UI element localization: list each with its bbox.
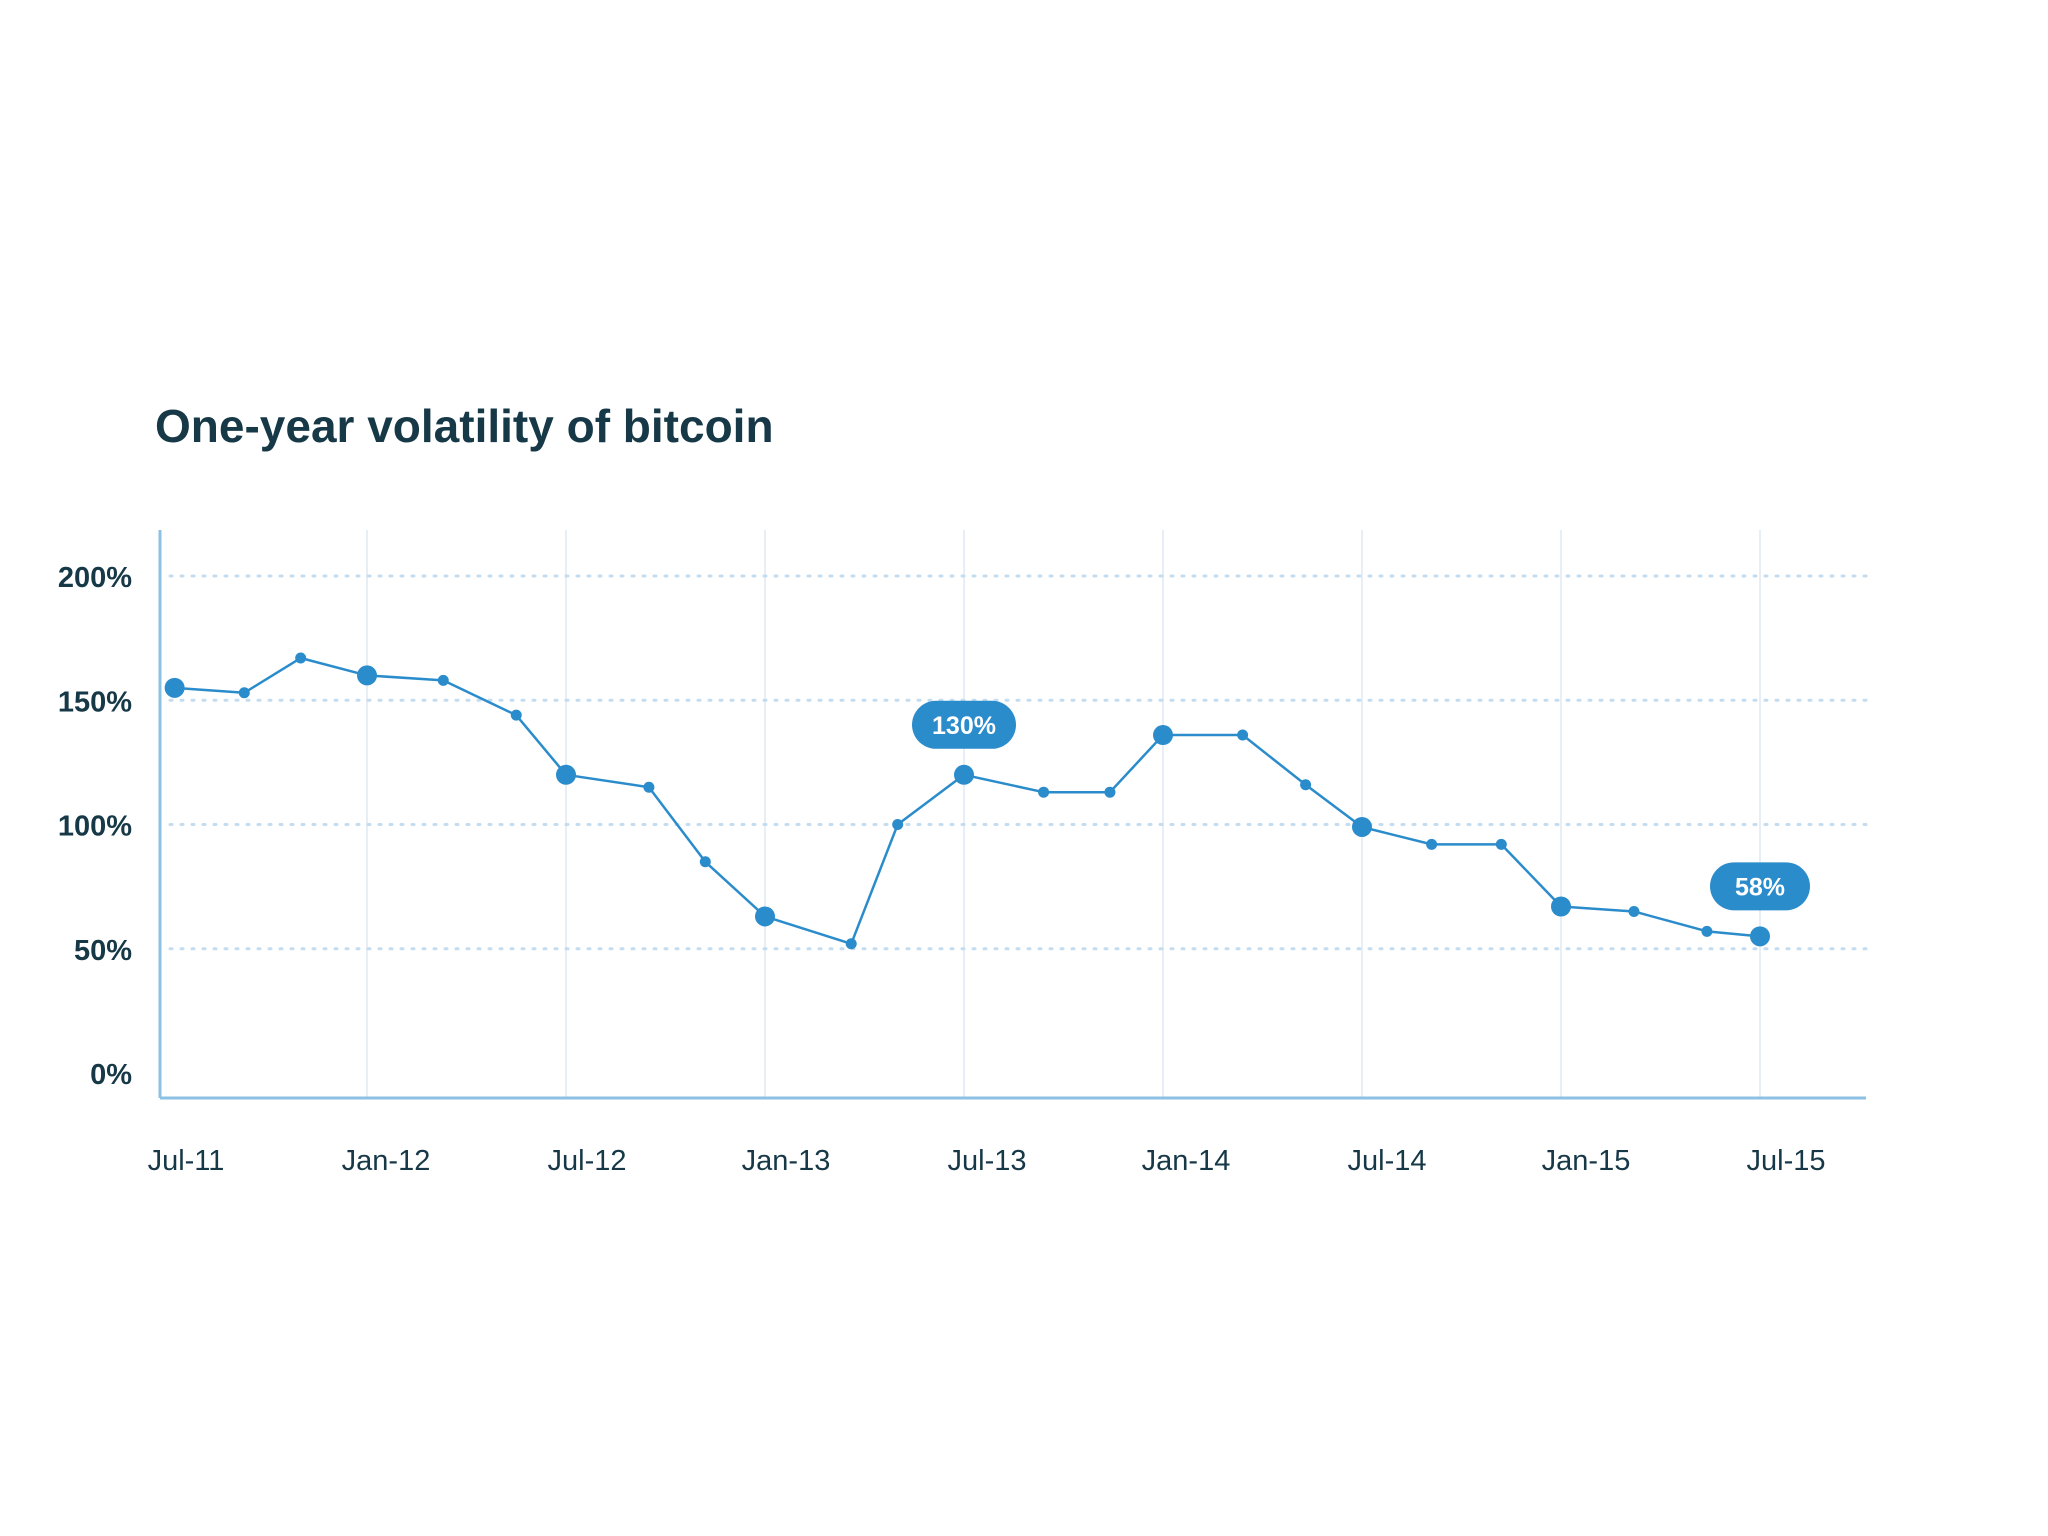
data-point-major: [164, 677, 185, 698]
data-point-major: [755, 906, 775, 927]
data-point: [1628, 905, 1640, 917]
x-tick-label: Jul-14: [1348, 1145, 1427, 1177]
x-tick-label: Jul-11: [148, 1145, 225, 1177]
y-tick-label: 100%: [58, 811, 132, 843]
data-point: [1038, 786, 1050, 798]
data-point-major: [357, 665, 377, 686]
y-tick-label: 200%: [58, 562, 132, 594]
data-point: [643, 781, 655, 793]
data-point: [295, 652, 307, 664]
data-point: [1701, 925, 1713, 937]
data-point: [1300, 779, 1312, 791]
data-point: [1104, 786, 1116, 798]
data-point: [1237, 729, 1249, 741]
callout-badge: [1710, 862, 1810, 911]
data-point-major: [1551, 896, 1571, 917]
data-point: [892, 819, 904, 830]
data-point: [845, 938, 857, 950]
data-point: [1426, 838, 1438, 850]
data-point-major: [1352, 816, 1372, 837]
data-point-major: [1153, 725, 1173, 746]
x-tick-label: Jan-12: [342, 1145, 431, 1177]
data-point-major: [954, 764, 974, 785]
data-point: [1495, 838, 1507, 850]
data-point: [437, 674, 449, 686]
series-volatility: [164, 652, 1770, 950]
x-tick-label: Jul-15: [1747, 1145, 1826, 1177]
x-tick-label: Jul-13: [948, 1145, 1027, 1177]
y-axis-ticks: 0% 50% 100% 150% 200%: [58, 562, 132, 1091]
x-tick-label: Jan-15: [1542, 1145, 1631, 1177]
annotations: 130% 58%: [912, 700, 1810, 911]
data-point: [510, 709, 522, 721]
data-point: [699, 856, 711, 868]
y-tick-label: 0%: [90, 1059, 132, 1091]
x-tick-label: Jan-14: [1142, 1145, 1231, 1177]
callout-label: 58%: [1735, 873, 1785, 901]
axes: [158, 530, 1866, 1100]
x-tick-label: Jul-12: [548, 1145, 627, 1177]
y-tick-label: 150%: [58, 686, 132, 718]
chart-title: One-year volatility of bitcoin: [155, 400, 774, 452]
data-point: [238, 687, 250, 699]
data-point-major: [1750, 926, 1770, 947]
callout-label: 130%: [932, 712, 996, 740]
data-point-major: [556, 764, 576, 785]
y-tick-label: 50%: [74, 935, 132, 967]
grid: [168, 530, 1868, 1098]
x-axis-ticks: Jul-11 Jan-12 Jul-12 Jan-13 Jul-13 Jan-14 Jul-…: [148, 1145, 1826, 1177]
x-tick-label: Jan-13: [742, 1145, 831, 1177]
callout-badge: [912, 700, 1016, 749]
